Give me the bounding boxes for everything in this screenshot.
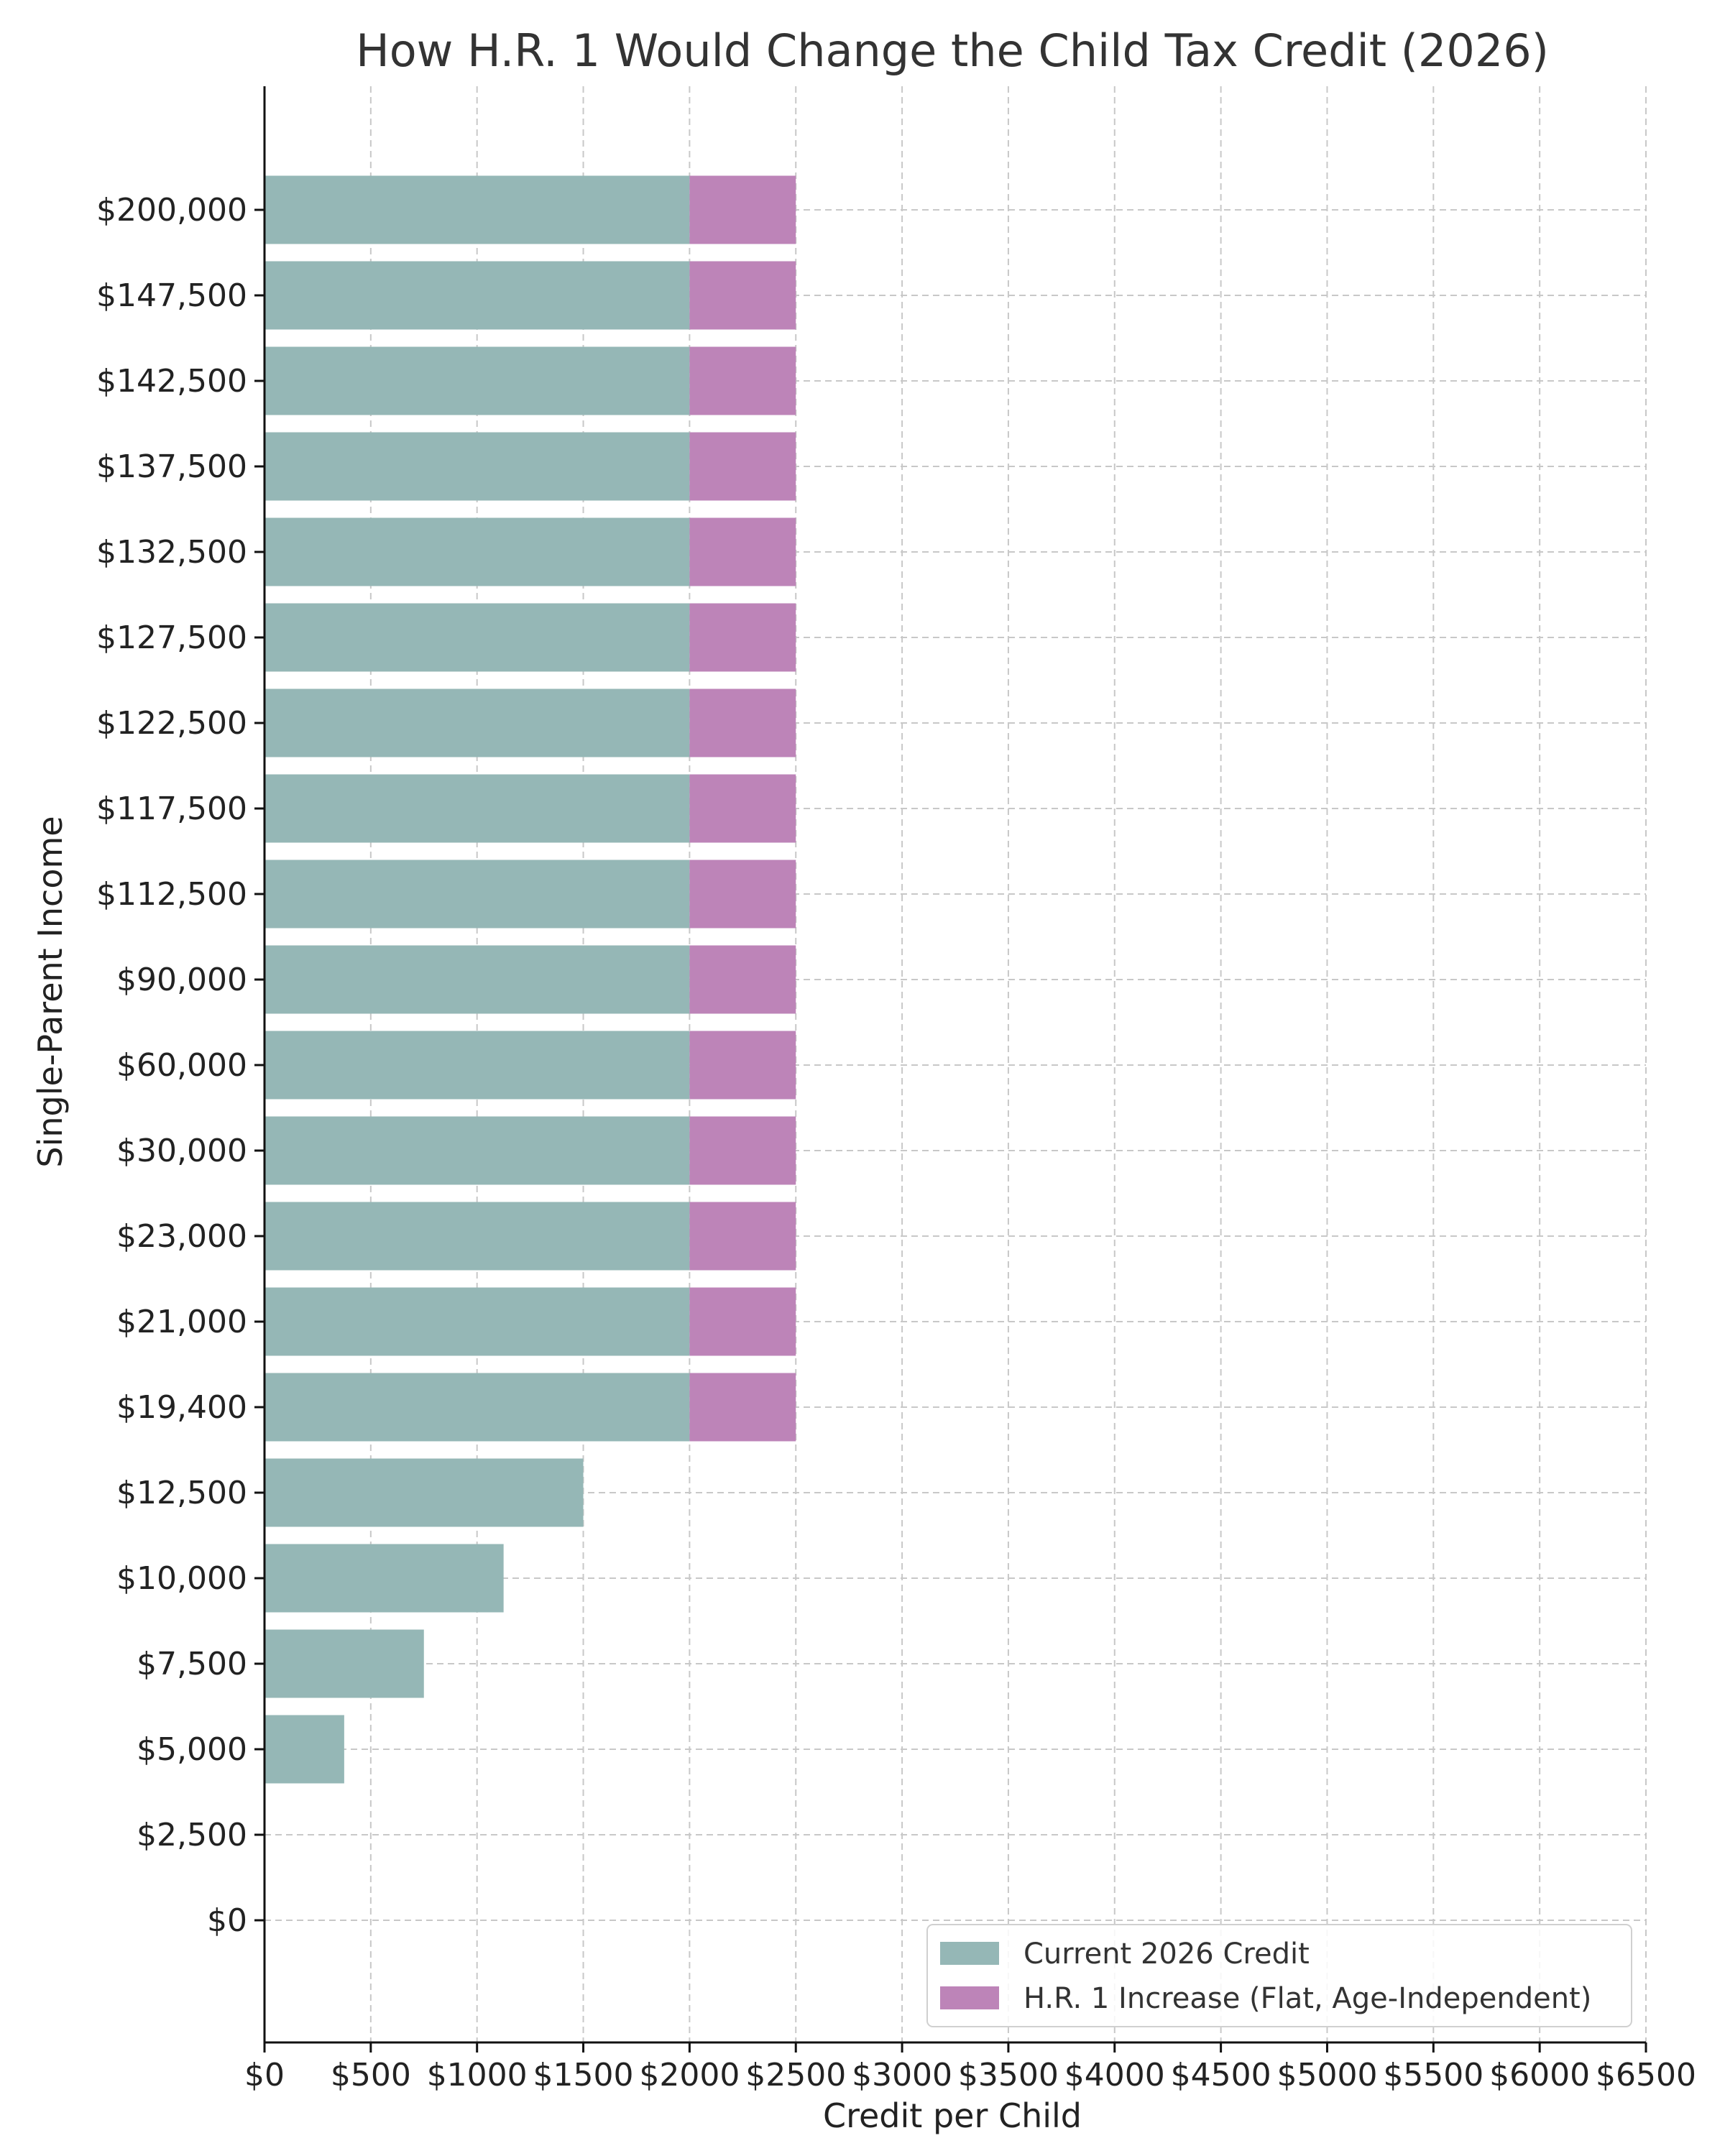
bar-hr1-increase <box>689 1031 796 1100</box>
x-tick-label: $2000 <box>639 2057 740 2093</box>
legend-label: H.R. 1 Increase (Flat, Age-Independent) <box>1024 1982 1591 2015</box>
y-tick-label: $142,500 <box>96 363 247 400</box>
bar-current-credit <box>264 1458 584 1527</box>
x-tick-label: $1000 <box>427 2057 528 2093</box>
y-tick-label: $12,500 <box>116 1475 247 1511</box>
bar-current-credit <box>264 517 690 586</box>
y-tick-label: $127,500 <box>96 619 247 656</box>
y-tick-label: $112,500 <box>96 876 247 913</box>
x-tick-label: $5000 <box>1276 2057 1377 2093</box>
bar-hr1-increase <box>689 1202 796 1271</box>
y-tick-label: $132,500 <box>96 534 247 571</box>
x-tick-label: $6000 <box>1489 2057 1590 2093</box>
legend-frame <box>926 1924 1632 2027</box>
bar-current-credit <box>264 688 690 757</box>
bar-current-credit <box>264 1031 690 1100</box>
bar-current-credit <box>264 860 690 929</box>
bar-current-credit <box>264 346 690 415</box>
y-tick-label: $21,000 <box>116 1304 247 1340</box>
y-tick-label: $137,500 <box>96 448 247 485</box>
chart-title: How H.R. 1 Would Change the Child Tax Cr… <box>356 24 1549 77</box>
y-tick-label: $23,000 <box>116 1218 247 1255</box>
x-tick-label: $6500 <box>1596 2057 1696 2093</box>
x-tick-label: $5500 <box>1383 2057 1484 2093</box>
x-tick-label: $3000 <box>852 2057 952 2093</box>
bar-hr1-increase <box>689 175 796 244</box>
bar-current-credit <box>264 1202 690 1271</box>
bar-hr1-increase <box>689 432 796 501</box>
bar-hr1-increase <box>689 1287 796 1356</box>
y-tick-label: $30,000 <box>116 1133 247 1169</box>
x-tick-label: $1500 <box>533 2057 634 2093</box>
bar-hr1-increase <box>689 1373 796 1442</box>
x-axis-label: Credit per Child <box>823 2096 1082 2135</box>
y-tick-label: $19,400 <box>116 1389 247 1426</box>
y-tick-label: $122,500 <box>96 705 247 742</box>
y-tick-label: $5,000 <box>137 1731 247 1768</box>
y-tick-label: $60,000 <box>116 1047 247 1084</box>
y-tick-label: $0 <box>207 1902 247 1939</box>
bar-current-credit <box>264 1629 424 1698</box>
bar-current-credit <box>264 261 690 330</box>
bar-hr1-increase <box>689 261 796 330</box>
bar-hr1-increase <box>689 346 796 415</box>
x-tick-label: $4000 <box>1064 2057 1165 2093</box>
y-tick-label: $117,500 <box>96 791 247 827</box>
x-tick-label: $500 <box>331 2057 411 2093</box>
legend-swatch <box>940 1986 999 2009</box>
bar-hr1-increase <box>689 688 796 757</box>
bar-hr1-increase <box>689 517 796 586</box>
legend-label: Current 2026 Credit <box>1024 1938 1310 1971</box>
y-axis-label: Single-Parent Income <box>31 816 70 1167</box>
x-tick-label: $4500 <box>1171 2057 1271 2093</box>
y-tick-label: $90,000 <box>116 962 247 998</box>
x-tick-label: $3500 <box>958 2057 1059 2093</box>
bar-hr1-increase <box>689 1116 796 1185</box>
bar-hr1-increase <box>689 603 796 672</box>
y-tick-label: $7,500 <box>137 1646 247 1682</box>
x-tick-label: $0 <box>244 2057 285 2093</box>
bar-current-credit <box>264 1373 690 1442</box>
bar-current-credit <box>264 945 690 1014</box>
y-tick-label: $200,000 <box>96 192 247 229</box>
axes <box>254 86 1647 2053</box>
bar-current-credit <box>264 1715 344 1784</box>
y-tick-label: $10,000 <box>116 1560 247 1597</box>
bar-current-credit <box>264 432 690 501</box>
bar-current-credit <box>264 774 690 843</box>
bar-current-credit <box>264 603 690 672</box>
bar-hr1-increase <box>689 945 796 1014</box>
legend: Current 2026 Credit H.R. 1 Increase (Flat… <box>926 1924 1632 2027</box>
bar-current-credit <box>264 175 690 244</box>
legend-swatch <box>940 1942 999 1965</box>
bar-current-credit <box>264 1116 690 1185</box>
y-tick-label: $147,500 <box>96 277 247 314</box>
tick-labels: $0 $500 $1000 $1500 $2000 $2500 $3000 $3500 $400… <box>96 192 1696 2093</box>
bar-current-credit <box>264 1544 504 1613</box>
bar-hr1-increase <box>689 774 796 843</box>
y-tick-label: $2,500 <box>137 1817 247 1853</box>
bar-hr1-increase <box>689 860 796 929</box>
bar-current-credit <box>264 1287 690 1356</box>
bars <box>264 175 796 1784</box>
x-tick-label: $2500 <box>745 2057 846 2093</box>
